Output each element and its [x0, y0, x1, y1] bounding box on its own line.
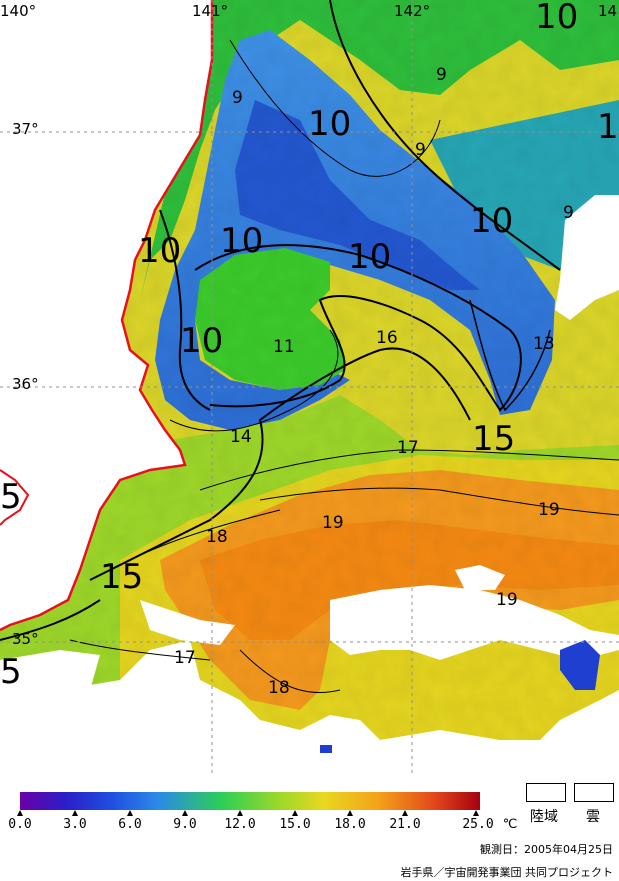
contour-label: 15: [472, 419, 515, 459]
contour-18: [129, 509, 281, 561]
tick-marker: [237, 810, 243, 816]
tick-marker: [292, 810, 298, 816]
cloud-southeast: [330, 585, 619, 660]
contour-label: 10: [308, 104, 351, 144]
tick-label: 9.0: [173, 817, 197, 832]
tick-label: 12.0: [224, 817, 256, 832]
contour-label: 9: [232, 88, 243, 108]
lat-label-36: 36°: [12, 375, 39, 393]
tick-marker: [127, 810, 133, 816]
contour-label: 17: [397, 438, 419, 458]
land-honshu: [0, 0, 212, 630]
temperature-colorbar: [20, 792, 480, 810]
unit-label: ℃: [502, 817, 518, 832]
cloud-scatter-west: [140, 600, 235, 645]
tick-label: 15.0: [279, 817, 311, 832]
lat-label-35: 35°: [12, 630, 39, 648]
cloud-south: [0, 640, 619, 775]
contour-label: 18: [268, 678, 290, 698]
tick-label: 25.0: [462, 817, 494, 832]
contour-17: [199, 449, 619, 491]
contour-label: 10: [220, 221, 263, 261]
cloud-swatch: [574, 783, 614, 802]
contour-label: 13: [533, 334, 555, 354]
contour-label: 10: [535, 0, 578, 37]
tick-label: 18.0: [334, 817, 366, 832]
lon-label-142: 142°: [394, 2, 430, 20]
tick-label: 0.0: [8, 817, 32, 832]
contour-14: [169, 329, 339, 432]
contour-label: 10: [470, 201, 513, 241]
contour-label: 9: [563, 203, 574, 223]
cold-patch-southeast: [560, 640, 600, 690]
tick-marker: [473, 810, 479, 816]
contour-label: 19: [496, 590, 518, 610]
cloud-small-east: [455, 565, 505, 590]
contour-15: [89, 347, 471, 581]
contour-label: 19: [538, 500, 560, 520]
tick-label: 21.0: [389, 817, 421, 832]
contour-17-south: [69, 639, 211, 661]
contour-16: [469, 299, 551, 412]
cold-patch-small: [320, 745, 332, 753]
tick-label: 6.0: [118, 817, 142, 832]
lon-label-140: 140°: [0, 2, 36, 20]
contour-label: 1: [597, 107, 619, 147]
graticule: [0, 0, 619, 775]
coastline-boso: [0, 469, 30, 526]
contour-15-south: [0, 599, 101, 641]
lon-label-143: 14: [598, 2, 617, 20]
tick-marker: [182, 810, 188, 816]
contour-label: 18: [206, 527, 228, 547]
contour-label: 9: [415, 140, 426, 160]
contour-eddy-edge: [194, 244, 522, 412]
coastline: [0, 0, 214, 632]
tick-marker: [72, 810, 78, 816]
contour-10-west: [159, 209, 211, 411]
contour-18-south: [239, 649, 341, 694]
contour-label: 10: [180, 321, 223, 361]
credit-line: 岩手県／宇宙開発事業団 共同プロジェクト: [400, 866, 614, 879]
contour-label: 9: [436, 65, 447, 85]
tick-marker: [347, 810, 353, 816]
contour-label: 11: [273, 337, 295, 357]
contour-label: 10: [348, 237, 391, 277]
contour-label: 19: [322, 513, 344, 533]
cloud-east: [555, 195, 619, 320]
sea-surface-temperature-map: 140° 141° 142° 14 37° 36° 35° 10 9 9 10 …: [0, 0, 619, 775]
contour-label: 14: [230, 427, 252, 447]
land-label: 陸域: [530, 809, 558, 825]
tick-label: 3.0: [63, 817, 87, 832]
tick-marker: [402, 810, 408, 816]
cloud-label: 雲: [586, 809, 600, 825]
contour-label: 10: [138, 231, 181, 271]
contour-label: 17: [174, 648, 196, 668]
contour-label: 15: [100, 557, 143, 597]
land-swatch: [526, 783, 566, 802]
contour-label: 5: [0, 477, 22, 517]
lat-label-37: 37°: [12, 120, 39, 138]
contour-19: [259, 487, 619, 516]
contour-9: [229, 39, 441, 177]
contour-10-north: [329, 0, 561, 271]
contour-label: 16: [376, 328, 398, 348]
observation-date: 観測日：2005年04月25日: [480, 843, 613, 856]
tick-marker: [17, 810, 23, 816]
contours: [0, 0, 619, 694]
lon-label-141: 141°: [192, 2, 228, 20]
contour-label: 5: [0, 652, 22, 692]
